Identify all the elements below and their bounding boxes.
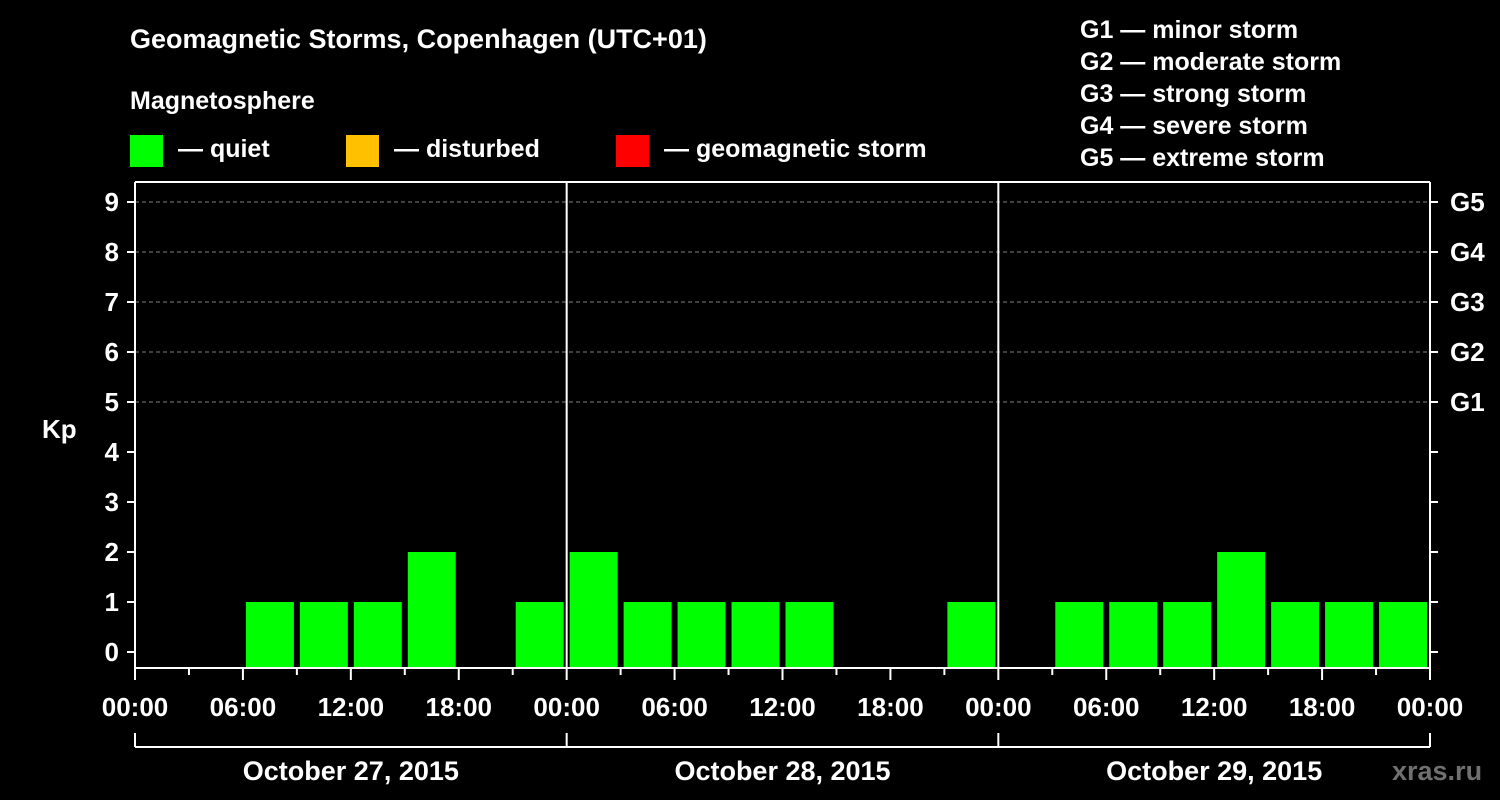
x-tick-label-5: 06:00	[641, 692, 708, 722]
legend-swatch-1	[346, 135, 379, 167]
y-ticks: 0 1 2 3 4 5 6 7 8 9	[105, 187, 135, 667]
day-label-2: October 29, 2015	[1106, 756, 1322, 786]
storm-level-3: G3 — strong storm	[1080, 80, 1306, 108]
x-tick-label-9: 06:00	[1073, 692, 1140, 722]
legend-label-1: — disturbed	[394, 135, 540, 163]
day-label-0: October 27, 2015	[243, 756, 459, 786]
legend-label-0: — quiet	[178, 135, 270, 163]
x-tick-label-1: 06:00	[210, 692, 277, 722]
y-tick-label-6: 6	[105, 337, 119, 367]
storm-tick-label-G1: G1	[1450, 387, 1485, 417]
magnetosphere-label: Magnetosphere	[130, 87, 315, 115]
y-tick-label-5: 5	[105, 387, 119, 417]
y-tick-label-3: 3	[105, 487, 119, 517]
y-tick-label-2: 2	[105, 537, 119, 567]
legend-items: — quiet — disturbed — geomagnetic storm	[130, 135, 927, 167]
x-tick-label-0: 00:00	[102, 692, 169, 722]
x-tick-label-8: 00:00	[965, 692, 1032, 722]
x-tick-label-12: 00:00	[1397, 692, 1464, 722]
bar-18	[1109, 602, 1158, 668]
bar-3	[299, 602, 348, 668]
bar-23	[1379, 602, 1427, 668]
storm-level-2: G2 — moderate storm	[1080, 48, 1341, 76]
storm-tick-label-G5: G5	[1450, 187, 1485, 217]
day-labels: October 27, 2015 October 28, 2015 October …	[134, 733, 1431, 786]
bar-15	[947, 602, 996, 668]
y-tick-label-9: 9	[105, 187, 119, 217]
bar-9	[623, 602, 672, 668]
storm-tick-label-G2: G2	[1450, 337, 1485, 367]
y-tick-label-8: 8	[105, 237, 119, 267]
x-ticks: 00:00 06:00 12:00 18:00 00:00 06:00 12:00 18:00…	[102, 668, 1464, 722]
bar-21	[1271, 602, 1320, 668]
bar-17	[1055, 602, 1104, 668]
x-tick-label-7: 18:00	[857, 692, 924, 722]
legend-swatch-2	[616, 135, 649, 167]
bar-22	[1325, 602, 1374, 668]
x-tick-label-2: 12:00	[318, 692, 385, 722]
storm-level-5: G5 — extreme storm	[1080, 144, 1325, 172]
storm-levels-legend: G1 — minor storm G2 — moderate storm G3 — …	[1080, 16, 1341, 172]
chart-title: Geomagnetic Storms, Copenhagen (UTC+01)	[130, 24, 707, 54]
bar-11	[731, 602, 780, 668]
bar-8	[569, 552, 618, 668]
storm-level-4: G4 — severe storm	[1080, 112, 1308, 140]
storm-level-1: G1 — minor storm	[1080, 16, 1298, 44]
storm-tick-label-G3: G3	[1450, 287, 1485, 317]
bars	[245, 552, 1427, 668]
bar-19	[1163, 602, 1212, 668]
right-ticks: G1 G2 G3 G4 G5	[1430, 187, 1485, 653]
bar-7	[515, 602, 564, 668]
y-tick-label-0: 0	[105, 637, 119, 667]
storm-tick-label-G4: G4	[1450, 237, 1485, 267]
x-tick-label-11: 18:00	[1289, 692, 1356, 722]
watermark: xras.ru	[1392, 756, 1482, 786]
x-tick-label-10: 12:00	[1181, 692, 1248, 722]
bar-4	[353, 602, 402, 668]
x-tick-label-6: 12:00	[749, 692, 816, 722]
legend-label-2: — geomagnetic storm	[664, 135, 927, 163]
legend-swatch-0	[130, 135, 163, 167]
bar-2	[245, 602, 294, 668]
y-tick-label-4: 4	[105, 437, 120, 467]
grid-lines	[135, 201, 1430, 403]
bar-10	[677, 602, 726, 668]
x-tick-label-3: 18:00	[426, 692, 493, 722]
day-label-1: October 28, 2015	[674, 756, 890, 786]
bar-20	[1217, 552, 1266, 668]
y-tick-label-1: 1	[105, 587, 119, 617]
y-axis-label: Kp	[42, 414, 77, 444]
bar-5	[407, 552, 456, 668]
bar-12	[785, 602, 834, 668]
x-tick-label-4: 00:00	[533, 692, 600, 722]
y-tick-label-7: 7	[105, 287, 119, 317]
